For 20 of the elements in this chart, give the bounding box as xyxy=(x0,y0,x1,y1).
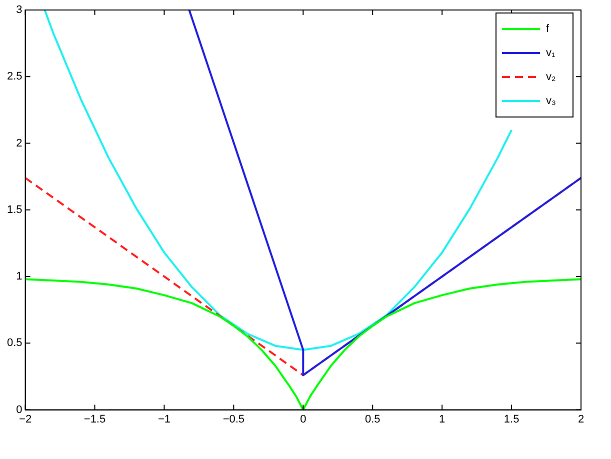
y-tick-label: 2.5 xyxy=(6,70,22,83)
x-tick-label: −1.5 xyxy=(84,413,106,426)
y-tick-label: 3 xyxy=(16,4,22,16)
x-tick-label: −2 xyxy=(19,413,32,426)
x-tick-label: −0.5 xyxy=(222,413,245,426)
x-tick-label: −1 xyxy=(158,413,170,426)
y-tick-label: 1.5 xyxy=(6,204,22,216)
legend-label: v₃ xyxy=(546,95,556,108)
x-tick-label: 0 xyxy=(300,413,306,426)
y-tick-label: 1 xyxy=(16,270,22,283)
y-tick-label: 0 xyxy=(16,404,22,416)
x-tick-label: 1 xyxy=(439,413,446,426)
legend-label: v₁ xyxy=(546,47,556,60)
x-tick-label: 0.5 xyxy=(364,413,380,426)
x-tick-label: 2 xyxy=(578,413,584,426)
y-tick-label: 2 xyxy=(16,137,22,150)
x-tick-label: 1.5 xyxy=(504,413,520,426)
legend-label: v₂ xyxy=(546,71,556,84)
legend-label: f xyxy=(546,23,550,36)
y-tick-label: 0.5 xyxy=(6,337,22,350)
